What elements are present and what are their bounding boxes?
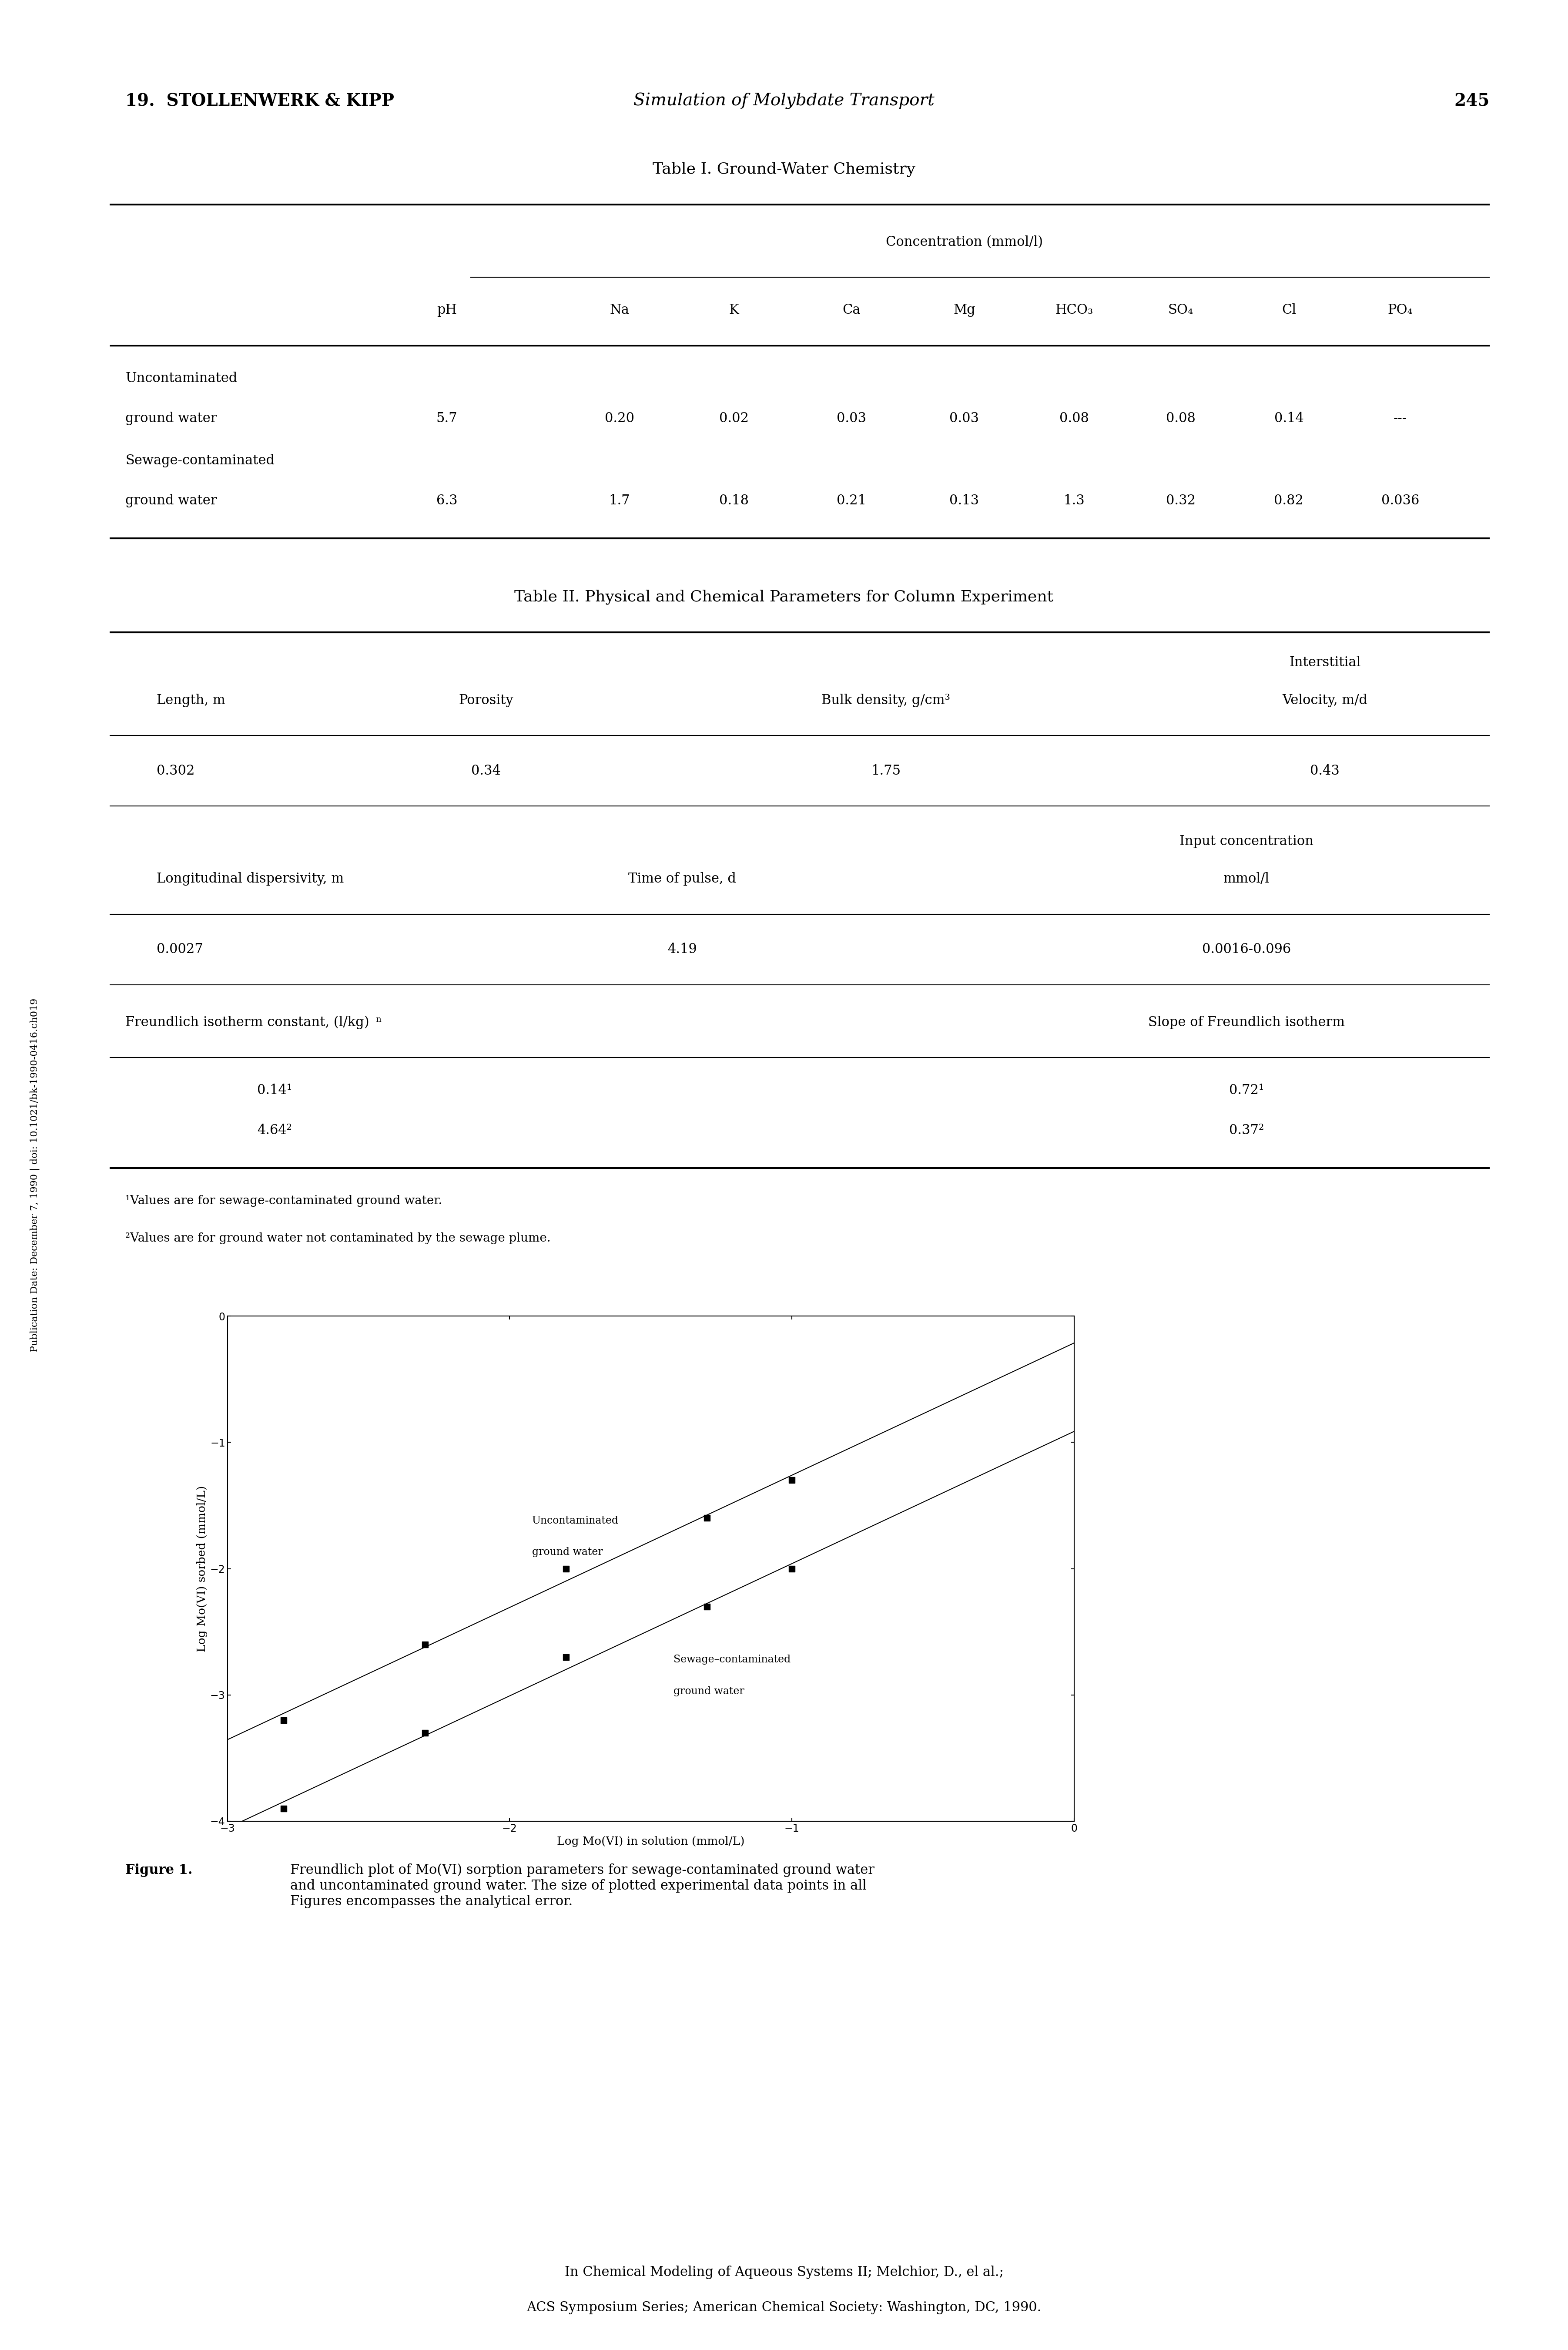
Text: Longitudinal dispersivity, m: Longitudinal dispersivity, m — [157, 872, 343, 886]
Text: In Chemical Modeling of Aqueous Systems II; Melchior, D., el al.;: In Chemical Modeling of Aqueous Systems … — [564, 2265, 1004, 2279]
Text: 1.3: 1.3 — [1063, 494, 1085, 508]
Text: Table II. Physical and Chemical Parameters for Column Experiment: Table II. Physical and Chemical Paramete… — [514, 590, 1054, 604]
Text: Freundlich isotherm constant, (l/kg)⁻ⁿ: Freundlich isotherm constant, (l/kg)⁻ⁿ — [125, 1015, 383, 1029]
Text: ¹Values are for sewage-contaminated ground water.: ¹Values are for sewage-contaminated grou… — [125, 1196, 442, 1208]
Text: 0.14: 0.14 — [1275, 411, 1303, 425]
Text: pH: pH — [437, 303, 456, 317]
Text: 0.0016-0.096: 0.0016-0.096 — [1203, 942, 1290, 956]
Text: ---: --- — [1394, 411, 1406, 425]
Text: 4.19: 4.19 — [668, 942, 696, 956]
Text: 5.7: 5.7 — [436, 411, 458, 425]
Text: 0.32: 0.32 — [1167, 494, 1195, 508]
Text: Mg: Mg — [953, 303, 975, 317]
Text: 0.0027: 0.0027 — [157, 942, 204, 956]
Text: 0.18: 0.18 — [720, 494, 748, 508]
Text: ground water: ground water — [125, 494, 216, 508]
Text: ²Values are for ground water not contaminated by the sewage plume.: ²Values are for ground water not contami… — [125, 1234, 550, 1246]
Text: 4.64²: 4.64² — [257, 1123, 292, 1137]
Text: Sewage–contaminated: Sewage–contaminated — [673, 1654, 790, 1664]
Text: Uncontaminated: Uncontaminated — [532, 1516, 619, 1525]
Text: 19.  STOLLENWERK & KIPP: 19. STOLLENWERK & KIPP — [125, 92, 394, 110]
Text: 0.13: 0.13 — [950, 494, 978, 508]
Text: 0.08: 0.08 — [1060, 411, 1088, 425]
Text: K: K — [729, 303, 739, 317]
Text: ground water: ground water — [125, 411, 216, 425]
Text: Input concentration: Input concentration — [1179, 834, 1314, 848]
Text: 0.02: 0.02 — [720, 411, 748, 425]
Text: Porosity: Porosity — [459, 693, 513, 707]
Text: 245: 245 — [1454, 92, 1490, 110]
Text: 0.37²: 0.37² — [1229, 1123, 1264, 1137]
Text: Simulation of Molybdate Transport: Simulation of Molybdate Transport — [633, 92, 935, 110]
Y-axis label: Log Mo(VI) sorbed (mmol/L): Log Mo(VI) sorbed (mmol/L) — [198, 1485, 207, 1652]
Text: 1.7: 1.7 — [608, 494, 630, 508]
Text: 0.14¹: 0.14¹ — [257, 1083, 292, 1097]
Text: Na: Na — [610, 303, 629, 317]
Text: Publication Date: December 7, 1990 | doi: 10.1021/bk-1990-0416.ch019: Publication Date: December 7, 1990 | doi… — [30, 999, 39, 1351]
Text: PO₄: PO₄ — [1388, 303, 1413, 317]
Text: 0.03: 0.03 — [837, 411, 866, 425]
Text: Sewage-contaminated: Sewage-contaminated — [125, 454, 274, 468]
Text: mmol/l: mmol/l — [1223, 872, 1270, 886]
Text: Cl: Cl — [1281, 303, 1297, 317]
X-axis label: Log Mo(VI) in solution (mmol/L): Log Mo(VI) in solution (mmol/L) — [557, 1835, 745, 1847]
Text: 0.43: 0.43 — [1311, 764, 1339, 778]
Text: Interstitial: Interstitial — [1289, 656, 1361, 670]
Text: ground water: ground water — [532, 1546, 604, 1558]
Text: Slope of Freundlich isotherm: Slope of Freundlich isotherm — [1148, 1015, 1345, 1029]
Text: Time of pulse, d: Time of pulse, d — [629, 872, 735, 886]
Text: 0.82: 0.82 — [1275, 494, 1303, 508]
Text: 1.75: 1.75 — [872, 764, 900, 778]
Text: ACS Symposium Series; American Chemical Society: Washington, DC, 1990.: ACS Symposium Series; American Chemical … — [527, 2301, 1041, 2315]
Text: 0.03: 0.03 — [950, 411, 978, 425]
Text: SO₄: SO₄ — [1168, 303, 1193, 317]
Text: Concentration (mmol/l): Concentration (mmol/l) — [886, 235, 1043, 249]
Text: 0.036: 0.036 — [1381, 494, 1419, 508]
Text: 0.20: 0.20 — [605, 411, 633, 425]
Text: Freundlich plot of Mo(VI) sorption parameters for sewage-contaminated ground wat: Freundlich plot of Mo(VI) sorption param… — [290, 1864, 875, 1908]
Text: Figure 1.: Figure 1. — [125, 1864, 193, 1878]
Text: ground water: ground water — [673, 1687, 745, 1697]
Text: Ca: Ca — [842, 303, 861, 317]
Text: Bulk density, g/cm³: Bulk density, g/cm³ — [822, 693, 950, 707]
Text: HCO₃: HCO₃ — [1055, 303, 1093, 317]
Text: Velocity, m/d: Velocity, m/d — [1283, 693, 1367, 707]
Text: 0.08: 0.08 — [1167, 411, 1195, 425]
Text: 0.21: 0.21 — [837, 494, 866, 508]
Text: Uncontaminated: Uncontaminated — [125, 371, 237, 385]
Text: 0.34: 0.34 — [472, 764, 500, 778]
Text: 6.3: 6.3 — [436, 494, 458, 508]
Text: Length, m: Length, m — [157, 693, 226, 707]
Text: Table I. Ground-Water Chemistry: Table I. Ground-Water Chemistry — [652, 162, 916, 176]
Text: 0.72¹: 0.72¹ — [1229, 1083, 1264, 1097]
Text: 0.302: 0.302 — [157, 764, 194, 778]
